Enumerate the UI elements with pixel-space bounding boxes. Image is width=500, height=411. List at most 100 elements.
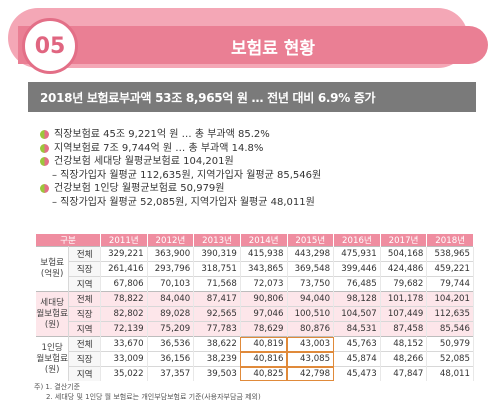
bullet-dot-icon: [40, 157, 49, 167]
year-header: 2017년: [380, 234, 428, 247]
table-cell: 36,156: [147, 351, 195, 367]
table-cell: 84,531: [333, 321, 381, 337]
table-cell: 538,965: [426, 246, 474, 262]
table-cell: 94,040: [287, 291, 335, 307]
table-cell: 48,011: [426, 366, 474, 381]
table-cell: 87,458: [380, 321, 428, 337]
row-category: 직장: [68, 351, 101, 367]
table-cell: 84,040: [147, 291, 195, 307]
table-cell: 37,357: [147, 366, 195, 381]
bullet-text: 건강보험 1인당 월평균보험료 50,979원: [54, 183, 225, 194]
table-row: 1인당 월보험료 (원) 전체 33,670 36,536 38,622 40,819 43,0…: [36, 336, 474, 381]
table-cell: 38,622: [193, 336, 241, 352]
row-category: 전체: [68, 246, 101, 262]
row-category: 지역: [68, 276, 101, 292]
table-cell: 80,876: [287, 321, 335, 337]
table-cell: 107,449: [380, 306, 428, 322]
table-cell: 40,825: [240, 366, 288, 381]
table-cell: 369,548: [287, 261, 335, 277]
row-category: 직장: [68, 306, 101, 322]
table-cell: 52,085: [426, 351, 474, 367]
table-row: 보험료 (억원) 전체 329,221 363,900 390,319 415,938 443…: [36, 246, 474, 292]
table-cell: 112,635: [426, 306, 474, 322]
page-title: 보험료 현황: [230, 39, 316, 59]
year-header: 2013년: [193, 234, 241, 247]
bullet-text: 건강보험 세대당 월평균보험료 104,201원: [54, 156, 234, 167]
row-category: 전체: [68, 291, 101, 307]
table-cell: 40,816: [240, 351, 288, 367]
table-cell: 45,874: [333, 351, 381, 367]
year-header: 2016년: [333, 234, 381, 247]
footnotes: 주) 1. 결산기준 2. 세대당 및 1인당 월 보험료는 개인부담보험료 기…: [34, 382, 261, 402]
table-cell: 97,046: [240, 306, 288, 322]
table-cell: 293,796: [147, 261, 195, 277]
table-cell: 89,028: [147, 306, 195, 322]
table-cell: 78,629: [240, 321, 288, 337]
bullet-item: 건강보험 1인당 월평균보험료 50,979원: [40, 182, 460, 196]
table-cell: 43,003: [287, 336, 335, 352]
table-cell: 104,201: [426, 291, 474, 307]
table-cell: 443,298: [287, 246, 335, 262]
table-cell: 45,763: [333, 336, 381, 352]
table-cell: 504,168: [380, 246, 428, 262]
table-cell: 71,568: [193, 276, 241, 292]
row-group-label: 보험료 (억원): [36, 246, 70, 292]
table-row: 세대당 월보험료 (원) 전체 78,822 84,040 87,417 90,806 94,0…: [36, 291, 474, 337]
row-group-label: 세대당 월보험료 (원): [36, 291, 70, 337]
table-cell: 399,446: [333, 261, 381, 277]
title-banner: 05 보험료 현황: [8, 8, 488, 74]
table-cell: 45,473: [333, 366, 381, 381]
table-cell: 39,503: [193, 366, 241, 381]
row-category: 직장: [68, 261, 101, 277]
table-cell: 82,802: [100, 306, 148, 322]
year-header: 2015년: [287, 234, 335, 247]
bullet-dot-icon: [40, 143, 49, 153]
table-cell: 79,744: [426, 276, 474, 292]
table-cell: 76,485: [333, 276, 381, 292]
year-header: 2014년: [240, 234, 288, 247]
table-cell: 48,152: [380, 336, 428, 352]
table-cell: 390,319: [193, 246, 241, 262]
row-category: 지역: [68, 366, 101, 381]
table-cell: 40,819: [240, 336, 288, 352]
table-cell: 261,416: [100, 261, 148, 277]
bullet-item: 지역보험료 7조 9,744억 원 … 총 부과액 14.8%: [40, 142, 460, 156]
table-cell: 33,009: [100, 351, 148, 367]
table-cell: 38,239: [193, 351, 241, 367]
row-category: 지역: [68, 321, 101, 337]
table-cell: 72,139: [100, 321, 148, 337]
subtitle-bar: 2018년 보험료부과액 53조 8,965억 원 … 전년 대비 6.9% 증…: [28, 82, 476, 112]
table-cell: 343,865: [240, 261, 288, 277]
table-cell: 104,507: [333, 306, 381, 322]
bullet-text: 직장보험료 45조 9,221억 원 … 총 부과액 85.2%: [54, 129, 270, 140]
table-cell: 329,221: [100, 246, 148, 262]
bullet-dot-icon: [40, 184, 49, 194]
table-cell: 78,822: [100, 291, 148, 307]
bullet-dot-icon: [40, 130, 49, 140]
table-row: 직장 33,009 36,156 38,239 40,816 43,085 45,874 48…: [36, 351, 474, 367]
table-row: 직장 82,802 89,028 92,565 97,046 100,510 104,507…: [36, 306, 474, 322]
year-header: 2012년: [147, 234, 195, 247]
footnote-2: 2. 세대당 및 1인당 월 보험료는 개인부담보험료 기준(사용자부담금 제외…: [46, 393, 261, 401]
table-cell: 42,798: [287, 366, 335, 381]
section-number: 05: [22, 18, 78, 74]
table-cell: 92,565: [193, 306, 241, 322]
table-cell: 73,750: [287, 276, 335, 292]
table-cell: 475,931: [333, 246, 381, 262]
table-cell: 90,806: [240, 291, 288, 307]
table-cell: 50,979: [426, 336, 474, 352]
table-cell: 415,938: [240, 246, 288, 262]
footnote-1: 주) 1. 결산기준: [34, 383, 81, 391]
table-cell: 98,128: [333, 291, 381, 307]
table-cell: 72,073: [240, 276, 288, 292]
table-row: 지역 67,806 70,103 71,568 72,073 73,750 76,485 79…: [36, 276, 474, 292]
bullet-item: 건강보험 세대당 월평균보험료 104,201원: [40, 155, 460, 169]
bullet-text: 지역보험료 7조 9,744억 원 … 총 부과액 14.8%: [54, 142, 264, 154]
table-cell: 67,806: [100, 276, 148, 292]
bullet-subitem: – 직장가입자 월평균 112,635원, 지역가입자 월평균 85,546원: [40, 169, 460, 183]
row-category: 전체: [68, 336, 101, 352]
table-row: 직장 261,416 293,796 318,751 343,865 369,548 399…: [36, 261, 474, 277]
table-cell: 48,266: [380, 351, 428, 367]
table-cell: 35,022: [100, 366, 148, 381]
summary-bullets: 직장보험료 45조 9,221억 원 … 총 부과액 85.2% 지역보험료 7조…: [40, 128, 460, 209]
